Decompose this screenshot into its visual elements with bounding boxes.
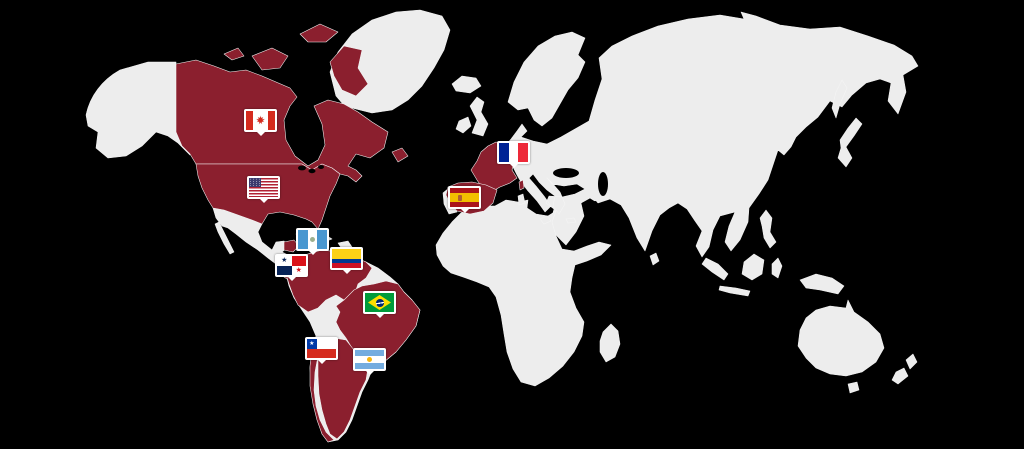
panama-flag-icon: ★ ★	[277, 256, 306, 275]
region-new-zealand-north	[905, 353, 918, 370]
france-flag-icon	[499, 143, 528, 162]
marker-pointer	[342, 270, 351, 274]
region-ireland	[455, 116, 472, 134]
region-uk	[469, 96, 489, 137]
region-borneo	[741, 253, 765, 281]
spain-flag-marker[interactable]	[448, 186, 481, 213]
region-sulawesi	[771, 257, 783, 279]
region-newfoundland	[391, 147, 409, 163]
region-ellesmere-island	[299, 23, 339, 43]
region-brazil	[335, 280, 421, 371]
brazil-flag-marker[interactable]	[363, 291, 396, 318]
region-madagascar	[599, 323, 621, 363]
marker-pointer	[509, 164, 518, 168]
guatemala-flag-marker[interactable]	[296, 228, 329, 255]
great-lake-mid	[308, 168, 316, 174]
guatemala-flag-icon	[298, 230, 327, 249]
region-corsica	[518, 179, 525, 191]
marker-pointer	[460, 209, 469, 213]
region-banks-island	[223, 47, 245, 61]
usa-flag-icon	[249, 178, 278, 197]
region-iceland	[451, 75, 482, 94]
great-lake-west	[298, 165, 306, 171]
brazil-flag-icon	[365, 293, 394, 312]
marker-pointer	[317, 360, 326, 364]
region-new-zealand-south	[891, 367, 909, 385]
persian-gulf	[585, 201, 603, 211]
region-sicily	[539, 215, 552, 225]
colombia-flag-marker[interactable]	[330, 247, 363, 274]
panama-flag-marker[interactable]: ★ ★	[275, 254, 308, 281]
colombia-flag-icon	[332, 249, 361, 268]
region-new-guinea	[799, 273, 845, 295]
region-australia	[797, 299, 885, 377]
region-baja	[214, 221, 235, 255]
region-philippines	[759, 209, 777, 249]
region-tasmania	[847, 381, 860, 394]
region-victoria-island	[251, 47, 289, 71]
marker-pointer	[375, 314, 384, 318]
spain-flag-icon	[450, 188, 479, 207]
region-sardinia	[517, 193, 526, 206]
region-scandinavia	[507, 31, 586, 127]
region-chile	[309, 337, 335, 443]
argentina-flag-marker[interactable]	[353, 348, 386, 375]
caspian-sea	[598, 172, 608, 196]
chile-flag-icon: ★	[307, 339, 336, 358]
usa-flag-marker[interactable]	[247, 176, 280, 203]
region-japan	[837, 117, 863, 168]
region-crete	[565, 217, 577, 224]
marker-pointer	[308, 251, 317, 255]
region-baffin-island	[329, 45, 369, 97]
marker-pointer	[365, 371, 374, 375]
argentina-flag-icon	[355, 350, 384, 369]
france-flag-marker[interactable]	[497, 141, 530, 168]
black-sea	[553, 168, 579, 178]
region-java	[718, 285, 751, 297]
region-eurasia	[504, 11, 919, 258]
region-sakhalin	[831, 79, 848, 119]
region-africa	[435, 199, 612, 387]
chile-flag-marker[interactable]: ★	[305, 337, 338, 364]
canada-flag-icon	[246, 111, 275, 130]
region-sumatra	[701, 257, 729, 281]
marker-pointer	[287, 277, 296, 281]
region-sri-lanka	[649, 252, 660, 266]
great-lake-east	[318, 165, 324, 169]
marker-pointer	[259, 199, 268, 203]
canada-flag-marker[interactable]	[244, 109, 277, 136]
marker-pointer	[256, 132, 265, 136]
